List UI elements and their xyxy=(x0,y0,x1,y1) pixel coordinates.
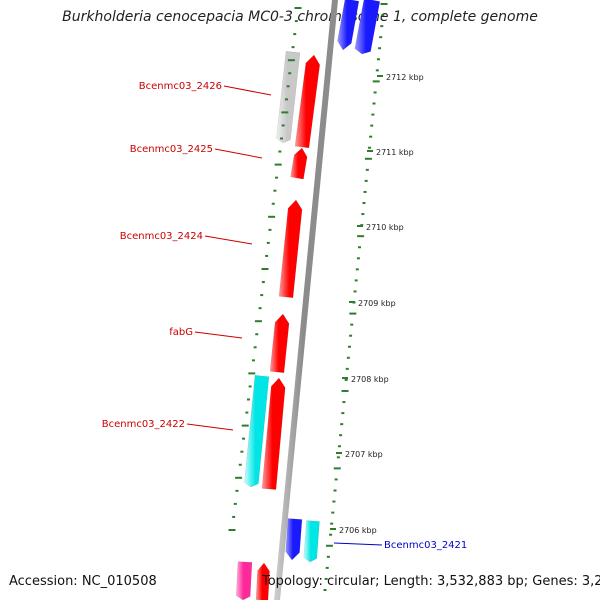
inner-tick-track xyxy=(228,7,302,531)
gene-label-bcenmc03-2421: Bcenmc03_2421 xyxy=(333,540,467,551)
leader-line xyxy=(223,85,272,96)
gene-top-blue-2 xyxy=(354,0,381,55)
gene-bcenmc03-2425 xyxy=(290,147,308,180)
gene-label-text: Bcenmc03_2422 xyxy=(102,419,185,430)
chromosome-backbone xyxy=(274,0,338,600)
gene-fabg xyxy=(269,313,290,373)
leader-line xyxy=(194,331,243,339)
scale-label: 2710 kbp xyxy=(366,223,404,232)
gene-label-text: Bcenmc03_2424 xyxy=(120,231,203,242)
gene-label-bcenmc03-2425: Bcenmc03_2425 xyxy=(130,144,263,159)
accession-text: Accession: NC_010508 xyxy=(9,574,157,589)
gene-bcenmc03-2424 xyxy=(278,199,303,298)
gene-bcenmc03-2422 xyxy=(261,377,286,490)
gene-bcenmc03-2426-gray xyxy=(276,50,301,144)
gene-label-fabg: fabG xyxy=(169,327,243,339)
gene-label-bcenmc03-2422: Bcenmc03_2422 xyxy=(102,419,234,431)
gene-bottom-pink xyxy=(235,561,253,600)
gene-bcenmc03-2421-cyan xyxy=(303,520,320,563)
scale-label: 2711 kbp xyxy=(376,148,414,157)
gene-top-blue-1 xyxy=(337,0,360,51)
scale-label: 2709 kbp xyxy=(358,299,396,308)
leader-line xyxy=(333,542,383,546)
topology-text: Topology: circular; Length: 3,532,883 bp… xyxy=(262,574,600,589)
gene-bcenmc03-2422-cyan xyxy=(244,375,270,488)
gene-label-text: fabG xyxy=(169,327,193,338)
outer-tick-track xyxy=(323,3,388,591)
leader-line xyxy=(214,148,263,159)
gene-label-bcenmc03-2426: Bcenmc03_2426 xyxy=(139,81,272,96)
gene-label-text: Bcenmc03_2421 xyxy=(384,540,467,551)
genome-title: Burkholderia cenocepacia MC0-3 chromosom… xyxy=(62,9,538,25)
gene-label-bcenmc03-2424: Bcenmc03_2424 xyxy=(120,231,253,245)
gene-bcenmc03-2426 xyxy=(294,54,321,149)
gene-label-text: Bcenmc03_2425 xyxy=(130,144,213,155)
gene-label-text: Bcenmc03_2426 xyxy=(139,81,222,92)
scale-label: 2707 kbp xyxy=(345,450,383,459)
scale-label: 2708 kbp xyxy=(351,375,389,384)
scale-label: 2712 kbp xyxy=(386,73,424,82)
leader-line xyxy=(186,423,234,431)
leader-line xyxy=(204,235,253,245)
scale-label: 2706 kbp xyxy=(339,526,377,535)
gene-bcenmc03-2421-blue xyxy=(285,518,303,561)
